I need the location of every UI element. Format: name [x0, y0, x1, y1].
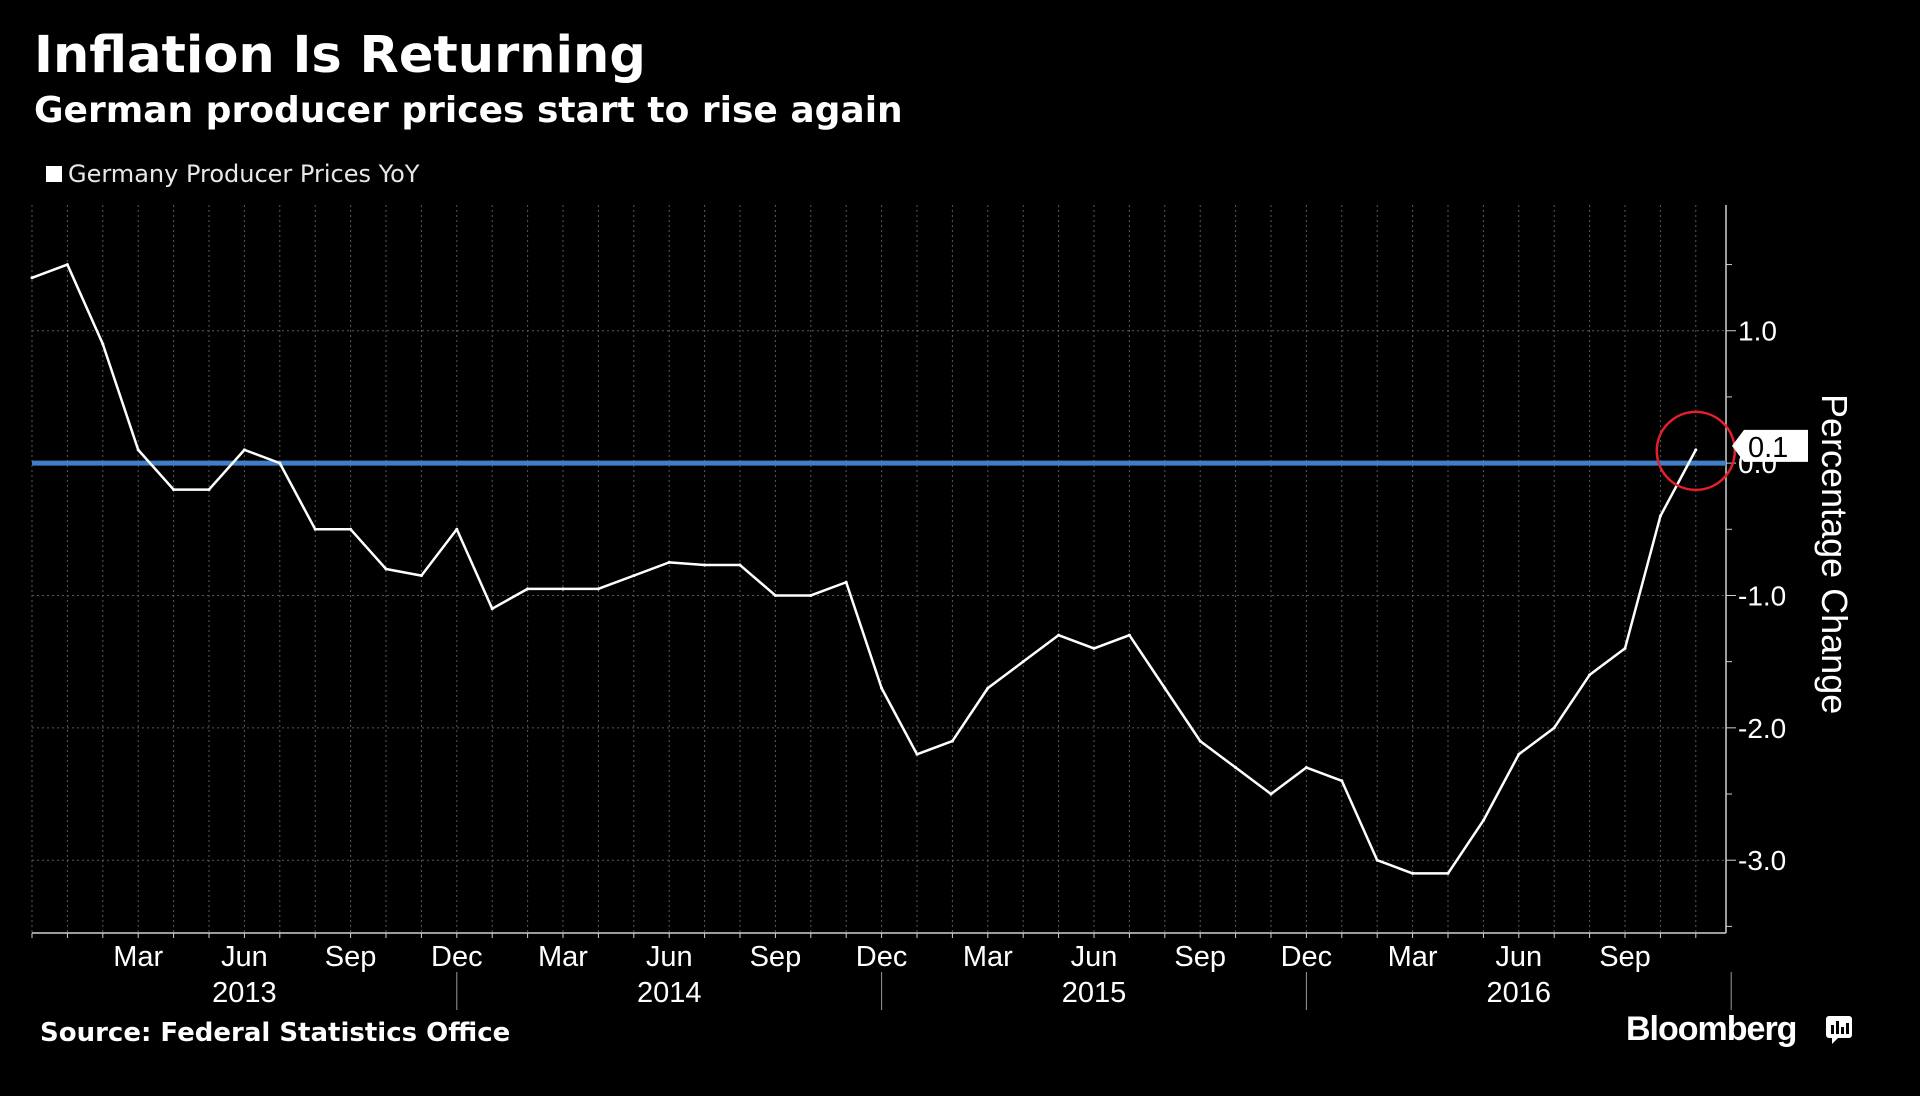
- chart-legend: Germany Producer Prices YoY: [46, 160, 419, 188]
- x-year-label: 2015: [1062, 977, 1127, 1009]
- x-tick-label: Jun: [646, 941, 693, 973]
- chart-title: Inflation Is Returning: [34, 26, 646, 85]
- data-point: [1481, 818, 1485, 822]
- data-point: [1304, 766, 1308, 770]
- data-point: [313, 527, 317, 531]
- data-point: [950, 739, 954, 743]
- data-point: [986, 686, 990, 690]
- data-point: [667, 560, 671, 564]
- data-point: [1092, 646, 1096, 650]
- data-point: [242, 448, 246, 452]
- chart-subtitle: German producer prices start to rise aga…: [34, 90, 903, 131]
- data-point: [844, 580, 848, 584]
- series-line: [31, 263, 1697, 875]
- x-tick-label: Mar: [113, 941, 163, 973]
- data-point: [1446, 871, 1450, 875]
- data-point: [1127, 633, 1131, 637]
- data-point: [1658, 514, 1662, 518]
- data-point: [278, 461, 282, 465]
- legend-label: Germany Producer Prices YoY: [68, 160, 420, 188]
- x-tick-label: Sep: [750, 941, 802, 973]
- data-point: [1411, 871, 1415, 875]
- x-tick-label: Dec: [856, 941, 908, 973]
- brand-logo-text: Bloomberg: [1626, 1010, 1797, 1048]
- data-point: [809, 593, 813, 597]
- data-point: [1057, 633, 1061, 637]
- x-year-label: 2013: [212, 977, 277, 1009]
- y-tick-label: -2.0: [1738, 713, 1786, 744]
- x-tick-label: Jun: [221, 941, 268, 973]
- x-tick-label: Sep: [1174, 941, 1226, 973]
- data-point: [561, 587, 565, 591]
- data-point: [419, 574, 423, 578]
- data-point: [1517, 752, 1521, 756]
- data-point: [1269, 792, 1273, 796]
- x-tick-label: Jun: [1495, 941, 1542, 973]
- data-point: [384, 567, 388, 571]
- data-point: [738, 563, 742, 567]
- data-point: [1340, 779, 1344, 783]
- data-point: [1694, 448, 1698, 452]
- data-point: [1623, 646, 1627, 650]
- y-tick-label: -1.0: [1738, 580, 1786, 611]
- data-point: [136, 448, 140, 452]
- data-point: [349, 527, 353, 531]
- y-tick-label: 1.0: [1738, 316, 1777, 347]
- data-point: [455, 527, 459, 531]
- data-point: [30, 276, 34, 280]
- data-point: [1163, 686, 1167, 690]
- x-tick-label: Dec: [431, 941, 483, 973]
- data-point: [101, 342, 105, 346]
- data-point: [1021, 660, 1025, 664]
- x-year-label: 2014: [637, 977, 702, 1009]
- x-tick-label: Jun: [1071, 941, 1118, 973]
- legend-swatch: [46, 166, 62, 182]
- data-point: [1198, 739, 1202, 743]
- x-tick-label: Mar: [963, 941, 1013, 973]
- data-point: [632, 574, 636, 578]
- data-point: [1234, 766, 1238, 770]
- data-point: [915, 752, 919, 756]
- data-point: [1552, 726, 1556, 730]
- y-tick-label: -3.0: [1738, 845, 1786, 876]
- x-tick-label: Sep: [1599, 941, 1651, 973]
- x-tick-label: Sep: [325, 941, 377, 973]
- data-point: [880, 686, 884, 690]
- last-value-callout: [1732, 429, 1808, 462]
- source-note: Source: Federal Statistics Office: [40, 1018, 511, 1048]
- x-year-label: 2016: [1487, 977, 1552, 1009]
- highlight-circle: [1655, 410, 1737, 492]
- data-point: [1375, 858, 1379, 862]
- x-tick-label: Dec: [1281, 941, 1333, 973]
- data-point: [207, 488, 211, 492]
- data-point: [1588, 673, 1592, 677]
- data-point: [490, 607, 494, 611]
- data-point: [596, 587, 600, 591]
- data-point: [526, 587, 530, 591]
- data-point: [172, 488, 176, 492]
- x-tick-label: Mar: [1388, 941, 1438, 973]
- last-value-label: 0.1: [1748, 432, 1788, 464]
- data-point: [773, 593, 777, 597]
- data-point: [65, 263, 69, 267]
- bloomberg-chart-icon: [1826, 1016, 1852, 1044]
- data-point: [703, 563, 707, 567]
- x-tick-label: Mar: [538, 941, 588, 973]
- y-axis-title: Percentage Change: [1814, 394, 1855, 714]
